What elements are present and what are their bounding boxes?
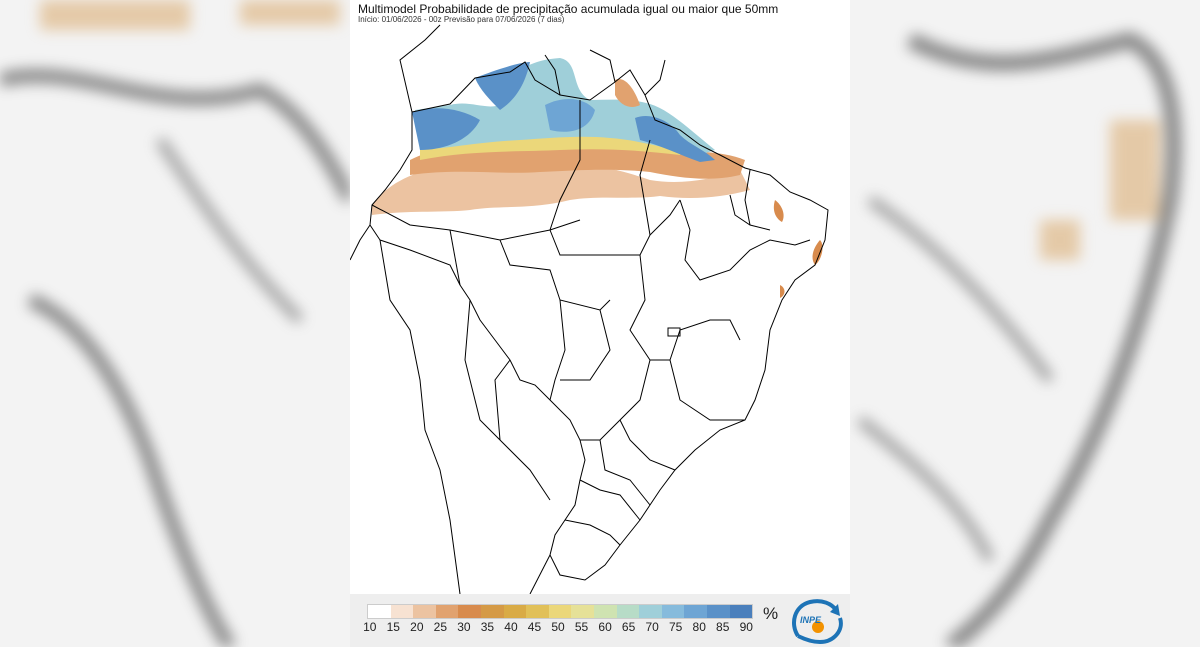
colorbar-segment — [639, 605, 662, 618]
brazil-map — [350, 24, 829, 594]
colorbar-tick-label: 35 — [480, 620, 495, 634]
colorbar-tick-label: 65 — [621, 620, 636, 634]
colorbar-segment — [480, 605, 504, 618]
colorbar — [367, 604, 753, 619]
probability-shading — [372, 58, 823, 298]
backdrop-right — [850, 0, 1200, 647]
inpe-logo-text: INPE — [800, 615, 822, 625]
colorbar-segment — [729, 605, 753, 618]
legend-unit: % — [763, 604, 779, 623]
colorbar-segment — [593, 605, 617, 618]
colorbar-tick-label: 55 — [574, 620, 589, 634]
colorbar-tick-label: 85 — [716, 620, 730, 634]
colorbar-segment — [435, 605, 459, 618]
colorbar-segment — [661, 605, 685, 618]
colorbar-tick-label: 10 — [363, 620, 377, 634]
colorbar-tick-label: 15 — [386, 620, 400, 634]
colorbar-tick-label: 20 — [410, 620, 424, 634]
colorbar-segment — [413, 605, 436, 618]
colorbar-segment — [571, 605, 594, 618]
colorbar-tick-label: 50 — [551, 620, 565, 634]
colorbar-segment — [526, 605, 549, 618]
colorbar-segment — [548, 605, 572, 618]
map-subtitle: Início: 01/06/2026 - 00z Previsão para 0… — [358, 15, 565, 24]
colorbar-tick-label: 80 — [692, 620, 706, 634]
map-panel: Multimodel Probabilidade de precipitação… — [350, 0, 850, 647]
colorbar-segment — [458, 605, 481, 618]
map-title: Multimodel Probabilidade de precipitação… — [358, 2, 779, 16]
colorbar-tick-label: 60 — [598, 620, 612, 634]
colorbar-segment — [503, 605, 527, 618]
colorbar-segment — [684, 605, 707, 618]
colorbar-segment — [368, 605, 391, 618]
boundaries — [350, 24, 829, 594]
colorbar-tick-label: 25 — [433, 620, 448, 634]
colorbar-segment — [616, 605, 640, 618]
colorbar-tick-label: 30 — [457, 620, 471, 634]
colorbar-tick-label: 40 — [504, 620, 518, 634]
colorbar-segment — [390, 605, 414, 618]
colorbar-tick-label: 90 — [739, 620, 753, 634]
inpe-logo: INPE — [788, 596, 846, 646]
legend: 10 15 20 25 30 35 40 45 50 55 60 65 70 75 80 85 90 % INP… — [350, 594, 850, 647]
colorbar-tick-label: 70 — [645, 620, 659, 634]
colorbar-ticks: 10 15 20 25 30 35 40 45 50 55 60 65 70 75 80 85 90 — [358, 620, 758, 636]
colorbar-tick-label: 75 — [668, 620, 683, 634]
colorbar-segment — [706, 605, 730, 618]
backdrop-left — [0, 0, 350, 647]
colorbar-tick-label: 45 — [527, 620, 542, 634]
